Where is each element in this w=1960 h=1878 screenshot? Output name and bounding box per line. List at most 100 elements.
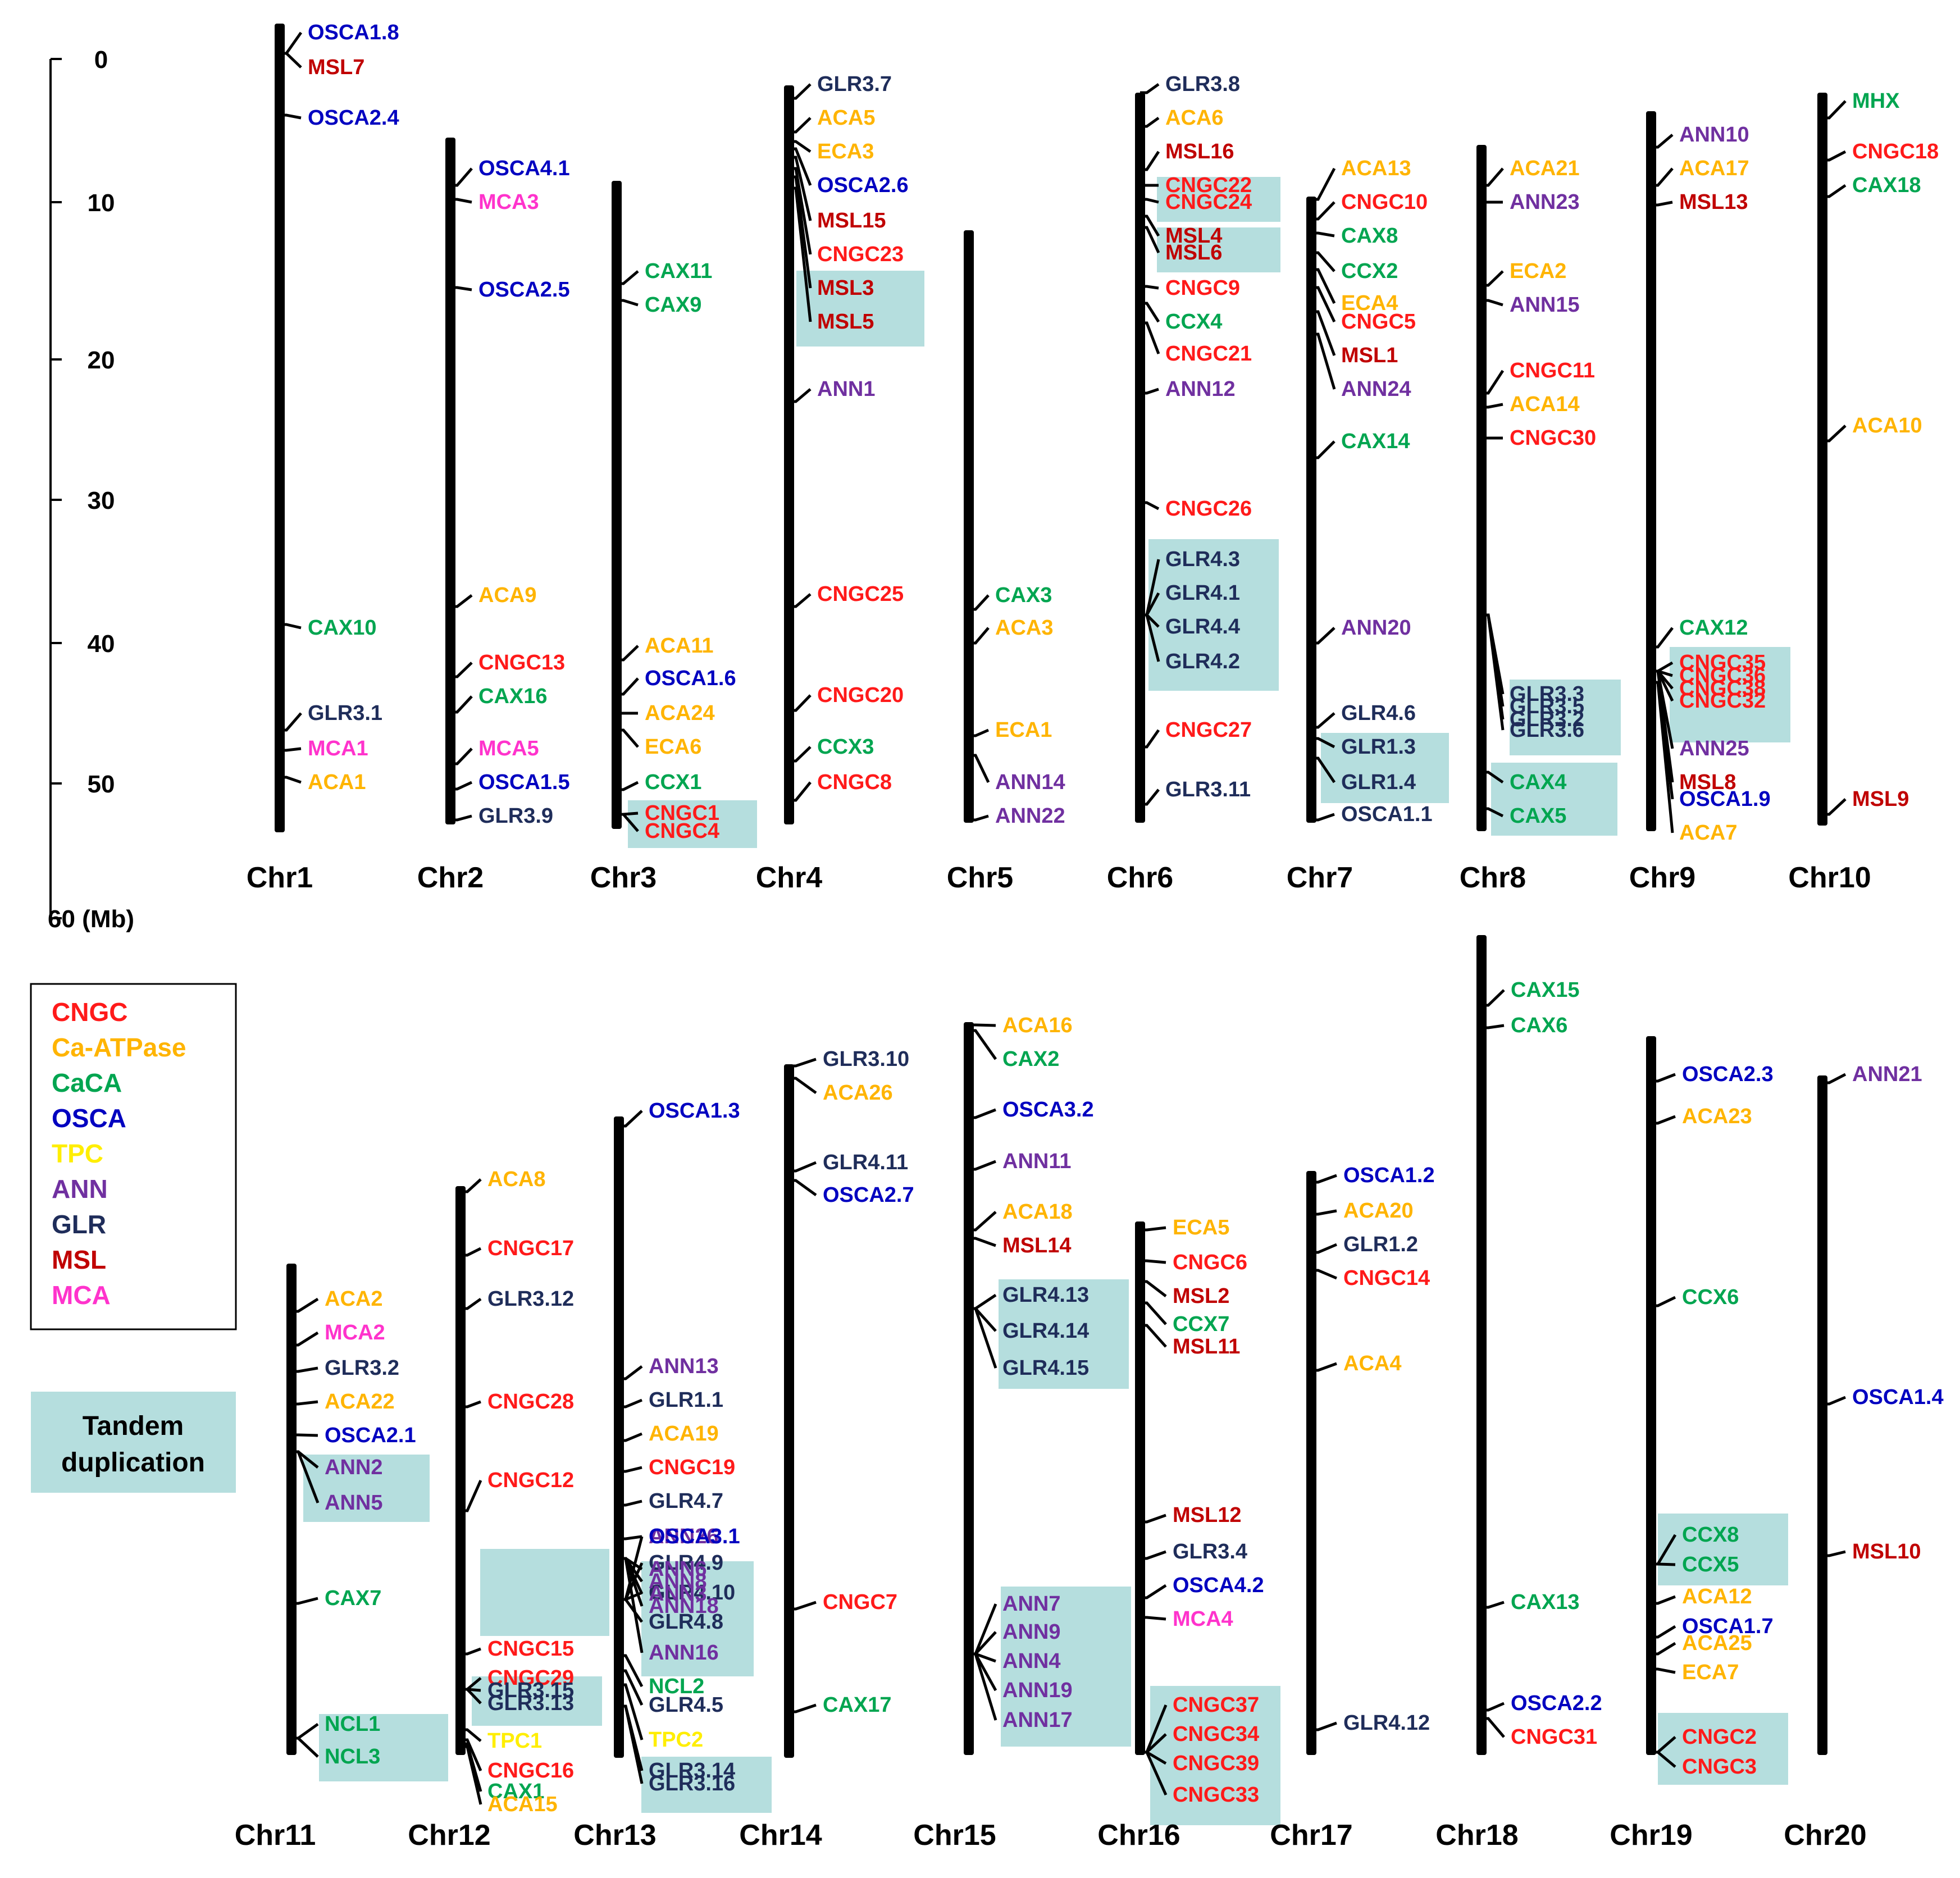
gene-connector bbox=[789, 694, 812, 712]
chromosome-label: Chr17 bbox=[1270, 1819, 1352, 1852]
gene-connector bbox=[619, 1365, 643, 1380]
gene-connector bbox=[1140, 1751, 1168, 1796]
gene-label-cngc21: CNGC21 bbox=[1165, 342, 1252, 366]
chromosome-chr11: Chr11 ACA2 MCA2 GLR3.2 ACA22 OSCA2.1 ANN2 ANN5 C… bbox=[235, 1264, 416, 1852]
scale-tick-label: 20 bbox=[88, 347, 115, 374]
gene-connector bbox=[1651, 669, 1674, 783]
gene-connector bbox=[461, 1479, 482, 1512]
gene-label-glr3-8: GLR3.8 bbox=[1165, 72, 1240, 96]
chromosome-chr12: Chr12 ACA8 CNGC17 GLR3.12 CNGC28 CNGC12 CNGC15… bbox=[408, 1168, 574, 1852]
gene-connector bbox=[619, 1704, 644, 1784]
gene-connector bbox=[1651, 200, 1673, 207]
gene-label-osca2-4: OSCA2.4 bbox=[308, 106, 399, 130]
tandem-box bbox=[796, 271, 924, 347]
gene-label-cngc16: CNGC16 bbox=[487, 1759, 574, 1783]
gene-connector bbox=[619, 1499, 642, 1507]
gene-connector bbox=[1140, 1514, 1166, 1524]
scale-tick-label: 0 bbox=[94, 46, 108, 74]
chromosome-label: Chr13 bbox=[573, 1819, 656, 1852]
gene-connector bbox=[619, 1654, 644, 1688]
gene-connector bbox=[1651, 1751, 1676, 1768]
gene-label-eca5: ECA5 bbox=[1173, 1216, 1229, 1239]
gene-connector bbox=[789, 1161, 817, 1173]
gene-label-ann12: ANN12 bbox=[1165, 377, 1236, 401]
tandem-box bbox=[1658, 1514, 1788, 1585]
gene-connector bbox=[1140, 321, 1160, 354]
gene-label-aca17: ACA17 bbox=[1679, 157, 1749, 180]
chromosome-bar bbox=[1306, 197, 1316, 823]
gene-label-aca4: ACA4 bbox=[1343, 1352, 1401, 1375]
gene-connector bbox=[1822, 1073, 1847, 1084]
gene-label-glr3-2: GLR3.2 bbox=[1510, 708, 1584, 731]
gene-label-ann23: ANN23 bbox=[1510, 190, 1580, 214]
legend-item-msl: MSL bbox=[52, 1245, 106, 1274]
gene-connector bbox=[789, 593, 812, 608]
gene-label-cngc32: CNGC32 bbox=[1679, 689, 1766, 713]
gene-label-glr4-10: GLR4.10 bbox=[649, 1581, 735, 1604]
gene-connector bbox=[1311, 286, 1336, 323]
gene-label-glr4-5: GLR4.5 bbox=[649, 1693, 723, 1717]
gene-connector bbox=[1482, 1601, 1505, 1609]
gene-label-cax7: CAX7 bbox=[325, 1587, 381, 1610]
gene-label-glr1-3: GLR1.3 bbox=[1341, 735, 1416, 759]
gene-label-cngc30: CNGC30 bbox=[1510, 426, 1596, 450]
chromosome-label: Chr1 bbox=[247, 861, 313, 894]
gene-connector bbox=[1311, 201, 1335, 221]
gene-label-glr3-7: GLR3.7 bbox=[817, 72, 892, 96]
chromosome-bar bbox=[1135, 93, 1145, 823]
scale-tick-label: 30 bbox=[88, 487, 115, 514]
chromosome-chr10: Chr10 MHX CNGC18 CAX18 ACA10 MSL9 bbox=[1788, 89, 1939, 894]
gene-connector bbox=[969, 1108, 996, 1119]
gene-label-osca1-5: OSCA1.5 bbox=[478, 771, 570, 794]
gene-connector bbox=[789, 1057, 817, 1068]
chromosome-label: Chr3 bbox=[590, 861, 657, 894]
gene-connector bbox=[291, 1331, 319, 1347]
chromosome-label: Chr15 bbox=[913, 1819, 996, 1852]
chromosome-bar bbox=[612, 181, 622, 829]
tandem-legend-label: duplication bbox=[61, 1448, 205, 1478]
gene-connector bbox=[450, 781, 473, 791]
gene-connector bbox=[461, 1297, 482, 1310]
chromosome-bar bbox=[445, 138, 455, 824]
gene-connector bbox=[291, 1450, 320, 1503]
gene-connector bbox=[1651, 167, 1674, 187]
chromosome-chr18: Chr18 CAX15 CAX6 CAX13 OSCA2.2 CNGC31 bbox=[1435, 935, 1602, 1852]
legend-item-cngc: CNGC bbox=[52, 997, 127, 1027]
gene-connector bbox=[789, 147, 812, 186]
chromosome-chr20: Chr20 ANN21 OSCA1.4 MSL10 bbox=[1784, 1063, 1943, 1852]
gene-label-tpc2: TPC2 bbox=[649, 1728, 703, 1752]
gene-label-eca2: ECA2 bbox=[1510, 259, 1566, 283]
chromosome-chr19: Chr19 OSCA2.3 ACA23 CCX6 CCX8 CCX5 ACA12 OSCA1.… bbox=[1610, 1036, 1774, 1852]
gene-label-cngc3: CNGC3 bbox=[1682, 1755, 1757, 1779]
gene-label-cngc4: CNGC4 bbox=[645, 819, 719, 843]
gene-label-cngc36: CNGC36 bbox=[1679, 664, 1766, 687]
chromosome-label: Chr16 bbox=[1097, 1819, 1180, 1852]
gene-connector bbox=[291, 1400, 318, 1406]
gene-label-ncl1: NCL1 bbox=[325, 1712, 380, 1736]
gene-connector bbox=[619, 1432, 642, 1442]
gene-label-cngc26: CNGC26 bbox=[1165, 497, 1252, 521]
gene-label-glr3-10: GLR3.10 bbox=[823, 1047, 909, 1071]
gene-label-ann3: ANN3 bbox=[649, 1582, 706, 1606]
tandem-box bbox=[1658, 1713, 1788, 1785]
gene-label-aca2: ACA2 bbox=[325, 1287, 382, 1311]
gene-label-cax12: CAX12 bbox=[1679, 616, 1748, 640]
legend-item-tpc: TPC bbox=[52, 1139, 103, 1168]
gene-label-ccx7: CCX7 bbox=[1173, 1312, 1229, 1336]
chromosome-chr5: Chr5 CAX3 ACA3 ECA1 ANN14 ANN22 bbox=[947, 230, 1065, 894]
gene-connector bbox=[450, 662, 473, 678]
gene-label-aca21: ACA21 bbox=[1510, 157, 1580, 180]
gene-label-msl4: MSL4 bbox=[1165, 224, 1222, 248]
gene-connector bbox=[1140, 1324, 1167, 1348]
gene-connector bbox=[619, 1535, 642, 1540]
gene-connector bbox=[1482, 403, 1503, 409]
gene-connector bbox=[1140, 613, 1160, 662]
gene-connector bbox=[1140, 788, 1160, 806]
gene-label-glr4-7: GLR4.7 bbox=[649, 1489, 723, 1513]
gene-connector bbox=[1140, 198, 1159, 204]
chromosome-bar bbox=[1476, 145, 1487, 831]
gene-label-ann9: ANN9 bbox=[1002, 1620, 1060, 1644]
chromosome-label: Chr11 bbox=[235, 1819, 316, 1852]
gene-connector bbox=[1140, 151, 1160, 171]
legend-item-ann: ANN bbox=[52, 1174, 108, 1204]
